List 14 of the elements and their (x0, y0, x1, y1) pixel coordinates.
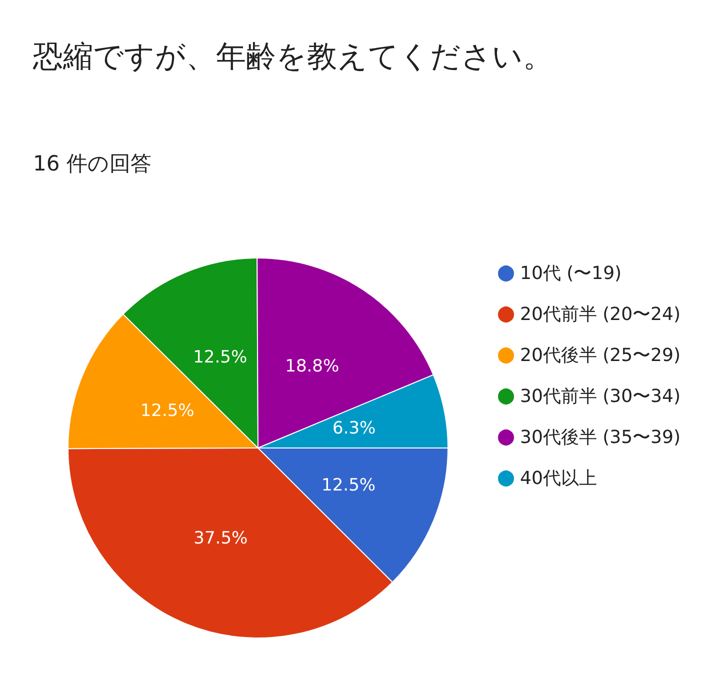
legend-label: 20代前半 (20〜24) (520, 304, 680, 325)
chart-subtitle: 16 件の回答 (33, 152, 152, 176)
legend-label: 10代 (〜19) (520, 263, 622, 284)
legend-label: 30代後半 (35〜39) (520, 427, 680, 448)
data-label: 12.5% (193, 348, 248, 368)
data-label: 6.3% (332, 418, 376, 439)
data-label: 12.5% (140, 400, 194, 421)
data-label: 37.5% (194, 528, 248, 549)
legend-label: 20代後半 (25〜29) (520, 345, 680, 366)
legend-label: 40代以上 (520, 468, 597, 489)
data-label: 18.8% (285, 356, 340, 376)
data-label: 12.5% (322, 475, 376, 496)
chart-title: 恐縮ですが、年齢を教えてください。 (32, 40, 553, 74)
legend-label: 30代前半 (30〜34) (520, 386, 680, 407)
